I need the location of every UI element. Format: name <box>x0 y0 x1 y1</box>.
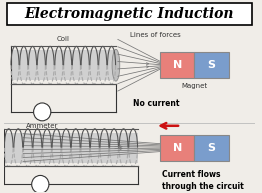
Text: Electromagnetic Induction: Electromagnetic Induction <box>25 7 234 21</box>
Circle shape <box>32 175 49 193</box>
FancyBboxPatch shape <box>7 3 252 25</box>
Text: Lines of forces: Lines of forces <box>130 32 181 38</box>
Bar <box>160 52 194 78</box>
Text: Current flows: Current flows <box>162 170 220 179</box>
Text: N: N <box>173 60 182 70</box>
Text: Coil: Coil <box>57 36 70 42</box>
Ellipse shape <box>112 49 120 81</box>
Text: through the circuit: through the circuit <box>162 182 244 191</box>
Text: Magnet: Magnet <box>181 83 208 89</box>
Text: N: N <box>173 143 182 153</box>
Text: S: S <box>208 60 216 70</box>
Bar <box>160 135 194 161</box>
Bar <box>194 52 229 78</box>
Bar <box>11 50 116 80</box>
Bar <box>4 133 138 163</box>
Text: Ammeter: Ammeter <box>26 123 58 129</box>
Bar <box>194 135 229 161</box>
Circle shape <box>34 103 51 121</box>
Text: S: S <box>208 143 216 153</box>
Text: No current: No current <box>133 99 180 108</box>
